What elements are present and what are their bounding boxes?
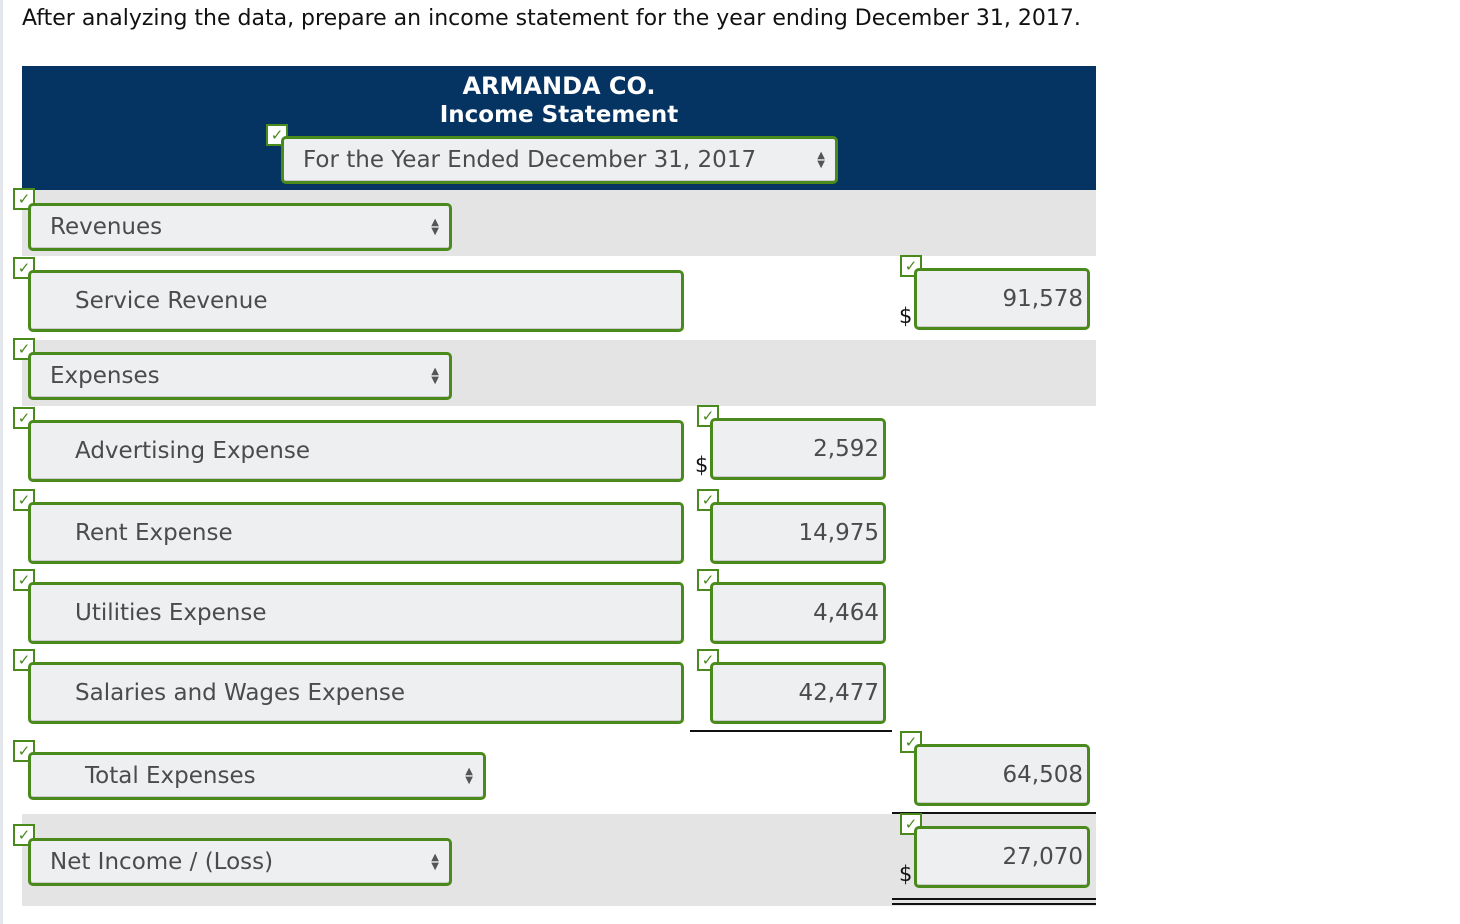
select-arrows-icon: ▲ ▼ (431, 217, 439, 237)
double-underline-top (892, 898, 1096, 900)
instruction-text: After analyzing the data, prepare an inc… (22, 6, 1081, 31)
total-expenses-amount: 64,508 (1002, 762, 1083, 788)
rent-account-field[interactable]: Rent Expense (28, 502, 684, 564)
dollar-sign: $ (695, 453, 709, 477)
period-select-value: For the Year Ended December 31, 2017 (303, 147, 757, 173)
salaries-amount-input[interactable]: 42,477 (710, 662, 886, 724)
service-revenue-label: Service Revenue (75, 288, 268, 314)
advertising-amount-input[interactable]: 2,592 (710, 418, 886, 480)
rent-amount: 14,975 (798, 520, 879, 546)
rent-label: Rent Expense (75, 520, 233, 546)
select-arrows-icon: ▲ ▼ (465, 766, 473, 786)
net-income-amount: 27,070 (1002, 844, 1083, 870)
salaries-account-field[interactable]: Salaries and Wages Expense (28, 662, 684, 724)
advertising-account-field[interactable]: Advertising Expense (28, 420, 684, 482)
rent-amount-input[interactable]: 14,975 (710, 502, 886, 564)
select-arrows-icon: ▲ ▼ (431, 852, 439, 872)
check-icon: ✓ (900, 731, 922, 753)
utilities-account-field[interactable]: Utilities Expense (28, 582, 684, 644)
select-arrows-icon: ▲ ▼ (431, 366, 439, 386)
statement-title: Income Statement (439, 102, 679, 128)
company-name: ARMANDA CO. (462, 72, 656, 100)
revenues-heading-select[interactable]: Revenues ▲ ▼ (28, 203, 452, 251)
double-underline-bottom (892, 903, 1096, 905)
expenses-heading-select[interactable]: Expenses ▲ ▼ (28, 352, 452, 400)
advertising-amount: 2,592 (813, 436, 879, 462)
net-income-select[interactable]: Net Income / (Loss) ▲ ▼ (28, 838, 452, 886)
net-income-label: Net Income / (Loss) (50, 849, 274, 875)
service-revenue-amount-input[interactable]: 91,578 (914, 268, 1090, 330)
net-income-amount-input[interactable]: 27,070 (914, 826, 1090, 888)
dollar-sign: $ (899, 304, 913, 328)
total-expenses-label: Total Expenses (85, 763, 256, 789)
total-expenses-select[interactable]: Total Expenses ▲ ▼ (28, 752, 486, 800)
check-icon: ✓ (697, 405, 719, 427)
total-underline (892, 812, 1096, 814)
dollar-sign: $ (899, 862, 913, 886)
select-arrows-icon: ▲ ▼ (817, 150, 825, 170)
period-select[interactable]: For the Year Ended December 31, 2017 ▲ ▼ (281, 136, 838, 184)
expenses-heading-value: Expenses (50, 363, 160, 389)
salaries-label: Salaries and Wages Expense (75, 680, 406, 706)
revenues-heading-value: Revenues (50, 214, 163, 240)
advertising-label: Advertising Expense (75, 438, 311, 464)
service-revenue-amount: 91,578 (1002, 286, 1083, 312)
subtotal-underline (690, 730, 892, 732)
check-icon: ✓ (900, 813, 922, 835)
utilities-label: Utilities Expense (75, 600, 267, 626)
left-edge-rule (0, 0, 3, 924)
utilities-amount: 4,464 (813, 600, 879, 626)
total-expenses-amount-input[interactable]: 64,508 (914, 744, 1090, 806)
salaries-amount: 42,477 (798, 680, 879, 706)
utilities-amount-input[interactable]: 4,464 (710, 582, 886, 644)
service-revenue-account-field[interactable]: Service Revenue (28, 270, 684, 332)
